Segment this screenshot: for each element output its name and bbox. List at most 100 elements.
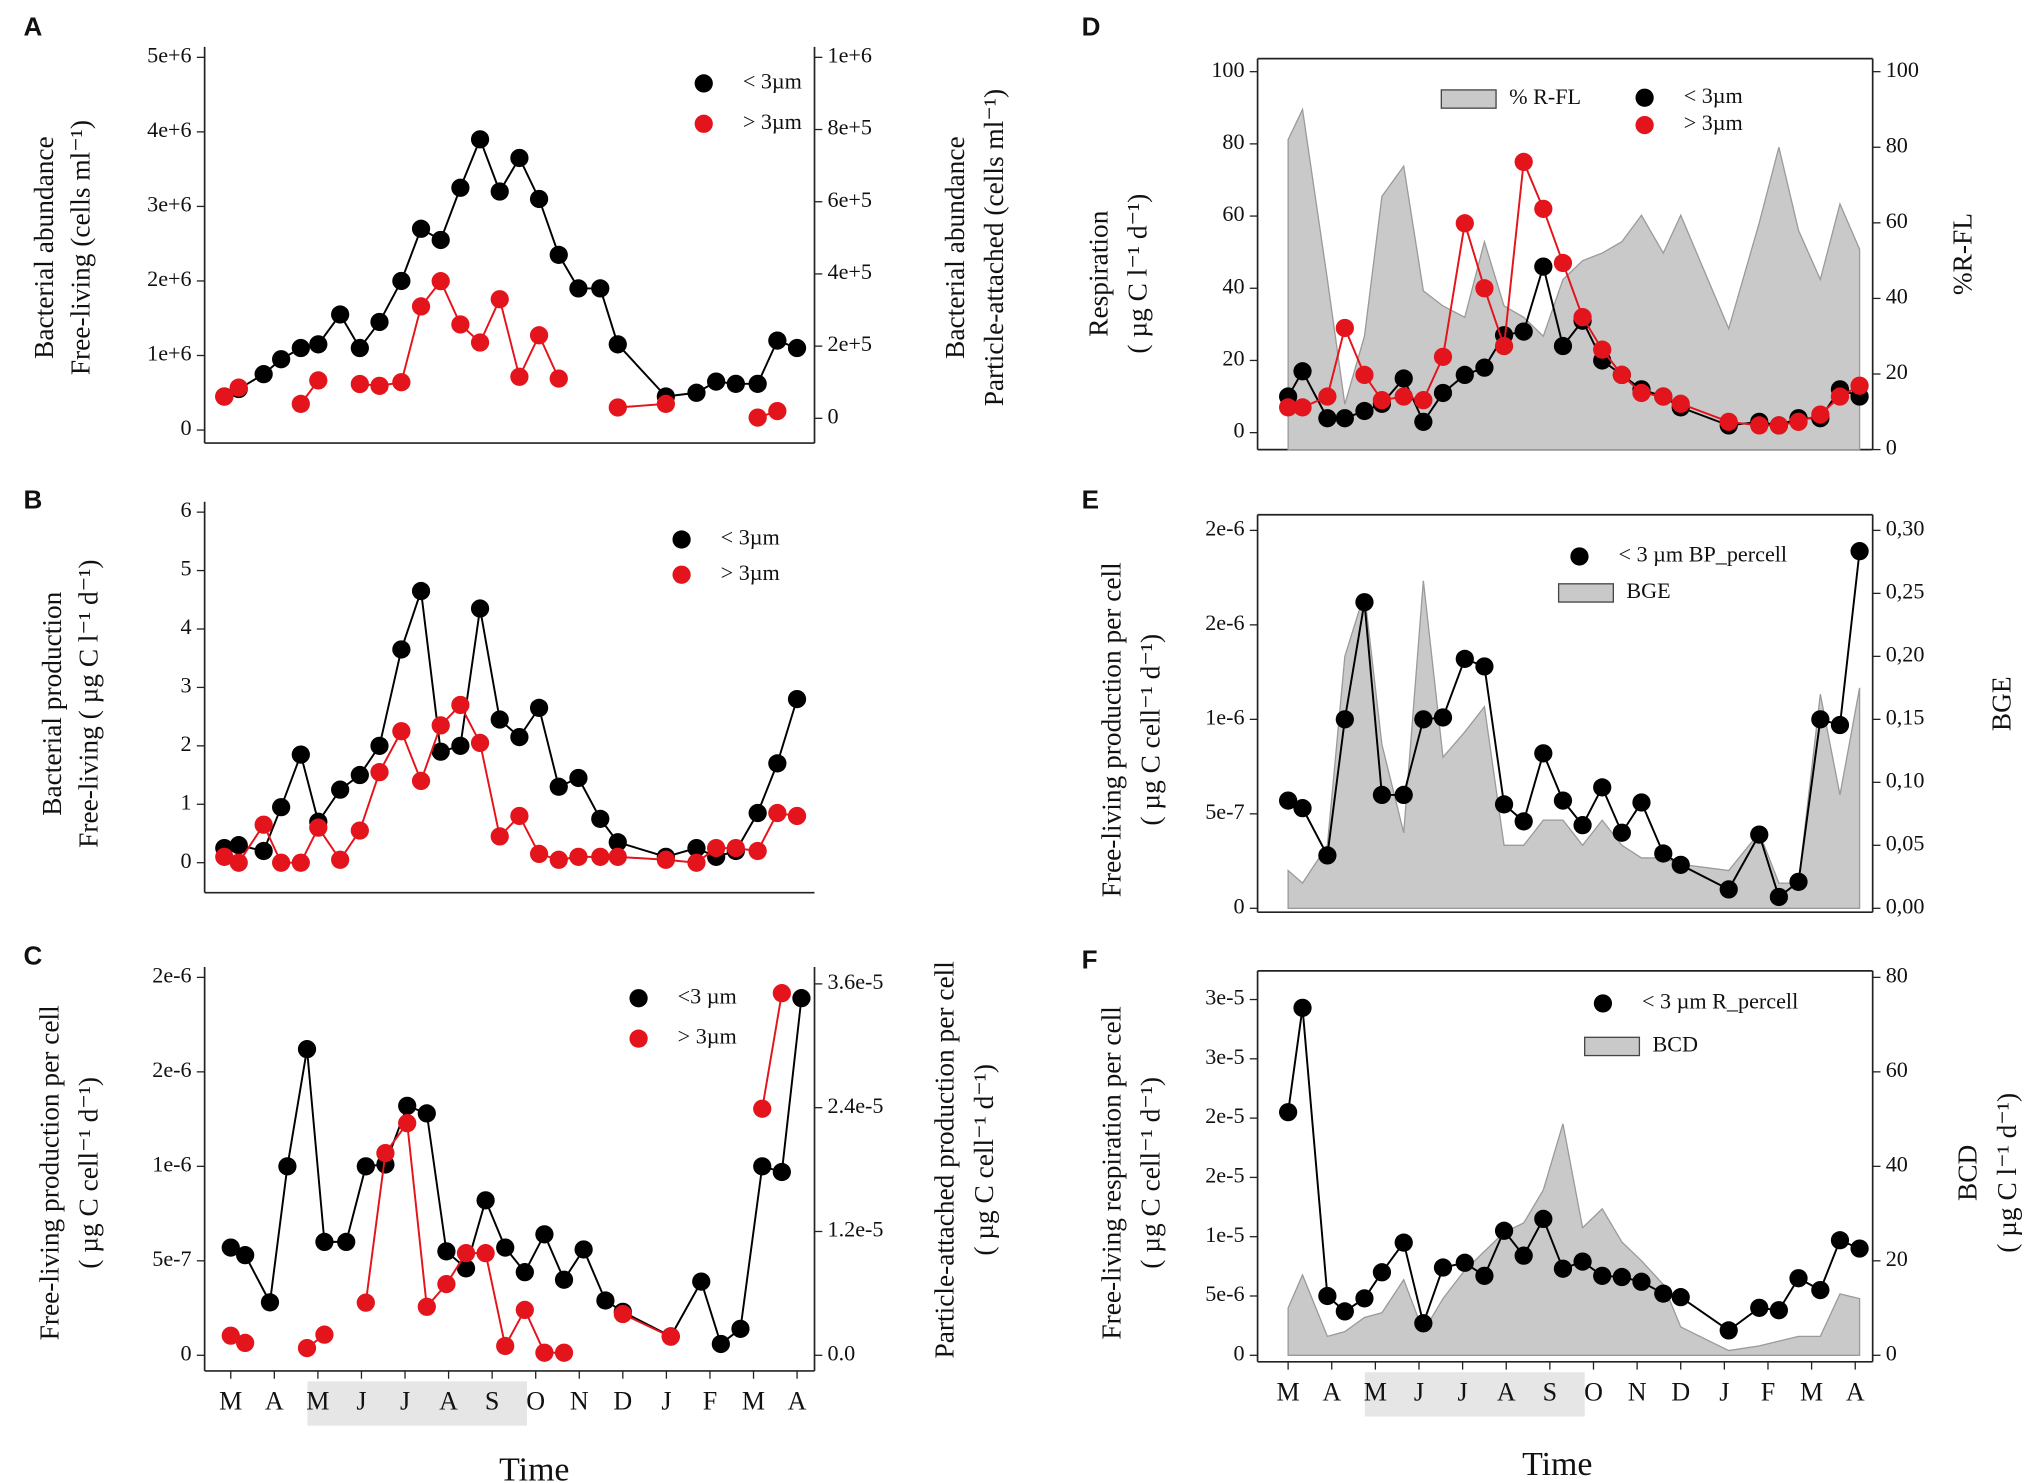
point <box>1811 405 1830 424</box>
x-tick-label: F <box>703 1386 718 1415</box>
point <box>437 1274 456 1294</box>
area <box>1287 107 1861 451</box>
point <box>1414 412 1433 431</box>
x-tick-label: D <box>1671 1377 1690 1406</box>
line <box>223 136 798 398</box>
y-axis-label: Free-living production per cell <box>1097 562 1127 897</box>
point <box>591 279 610 298</box>
point <box>608 833 627 852</box>
point <box>1372 785 1392 805</box>
point <box>1455 1253 1474 1272</box>
y-tick-label: 5e-7 <box>1205 799 1244 824</box>
point <box>1394 387 1413 406</box>
point <box>1612 365 1631 385</box>
point <box>476 1191 495 1210</box>
panel-label: D <box>1082 12 1101 42</box>
y2-axis-label: ( µg C cell⁻¹ d⁻¹) <box>969 1064 999 1256</box>
y2-tick-label: 0 <box>1886 435 1897 460</box>
panel-label: E <box>1082 485 1099 515</box>
point <box>309 371 328 390</box>
y-tick-label: 1e-6 <box>1205 704 1244 729</box>
panel-label: C <box>23 941 42 971</box>
y-axis-label: ( µg C cell⁻¹ d⁻¹) <box>74 1077 104 1269</box>
legend-swatch <box>1440 89 1497 109</box>
y2-tick-label: 2.4e-5 <box>828 1093 884 1118</box>
point <box>1335 409 1354 428</box>
y2-axis-label: BCD <box>1953 1145 1983 1201</box>
point <box>370 763 389 782</box>
y2-tick-label: 6e+5 <box>828 187 872 212</box>
point <box>554 1270 574 1289</box>
point <box>1811 1280 1830 1300</box>
point <box>1811 710 1830 729</box>
y-tick-label: 2e-6 <box>152 1057 191 1082</box>
point <box>398 1114 417 1133</box>
legend-marker <box>672 565 691 584</box>
point <box>529 698 549 717</box>
point <box>608 335 627 354</box>
y-tick-label: 60 <box>1222 201 1244 226</box>
legend-label: <3 µm <box>678 983 737 1008</box>
point <box>661 1327 680 1346</box>
line <box>1287 1007 1860 1332</box>
point <box>608 398 627 417</box>
y-tick-label: 2e-6 <box>152 962 191 987</box>
point <box>470 733 490 753</box>
point <box>1433 347 1453 366</box>
point <box>613 1304 632 1324</box>
point <box>1455 365 1474 385</box>
y-tick-label: 0 <box>181 1340 192 1365</box>
point <box>1514 812 1533 831</box>
point <box>687 383 706 402</box>
point <box>1553 1259 1573 1278</box>
point <box>549 850 568 869</box>
point <box>787 806 807 826</box>
y2-tick-label: 0,10 <box>1886 767 1925 792</box>
point <box>1514 1246 1533 1265</box>
point <box>772 1162 791 1182</box>
y-tick-label: 2e-5 <box>1205 1162 1244 1187</box>
y2-tick-label: 0,15 <box>1886 704 1925 729</box>
legend-label: BGE <box>1626 578 1670 603</box>
point <box>411 581 431 601</box>
point <box>510 148 529 168</box>
point <box>356 1293 375 1312</box>
point <box>1573 1252 1592 1271</box>
point <box>272 853 291 872</box>
y-tick-label: 5e-7 <box>152 1246 191 1271</box>
x-tick-label: J <box>1414 1377 1424 1406</box>
point <box>596 1291 615 1310</box>
point <box>1750 825 1769 844</box>
y-tick-label: 5e-6 <box>1205 1281 1244 1306</box>
point <box>1278 398 1298 417</box>
point <box>529 844 549 864</box>
point <box>1750 1298 1769 1317</box>
x-tick-label: F <box>1761 1377 1776 1406</box>
x-tick-label: S <box>485 1386 500 1415</box>
point <box>1278 1103 1298 1122</box>
point <box>1654 1284 1673 1303</box>
point <box>1318 409 1337 428</box>
point <box>309 335 328 354</box>
point <box>331 305 350 324</box>
point <box>291 745 310 764</box>
point <box>350 338 369 358</box>
panel-label: F <box>1082 945 1098 975</box>
x-tick-label: A <box>788 1386 807 1415</box>
x-tick-label: N <box>570 1386 589 1415</box>
y2-axis-label: %R-FL <box>1947 213 1977 295</box>
point <box>254 365 273 384</box>
y-tick-label: 6 <box>181 497 192 522</box>
y-tick-label: 0 <box>181 848 192 873</box>
point <box>1632 383 1651 403</box>
y2-tick-label: 0 <box>828 403 839 428</box>
point <box>1553 253 1573 273</box>
panel-label: B <box>23 485 42 515</box>
legend-label: > 3µm <box>743 109 802 134</box>
y2-tick-label: 100 <box>1886 57 1919 82</box>
point <box>748 408 767 427</box>
y2-axis-label: Particle-attached production per cell <box>930 961 960 1359</box>
point <box>470 333 490 352</box>
point <box>1750 416 1769 435</box>
point <box>1372 1263 1392 1282</box>
